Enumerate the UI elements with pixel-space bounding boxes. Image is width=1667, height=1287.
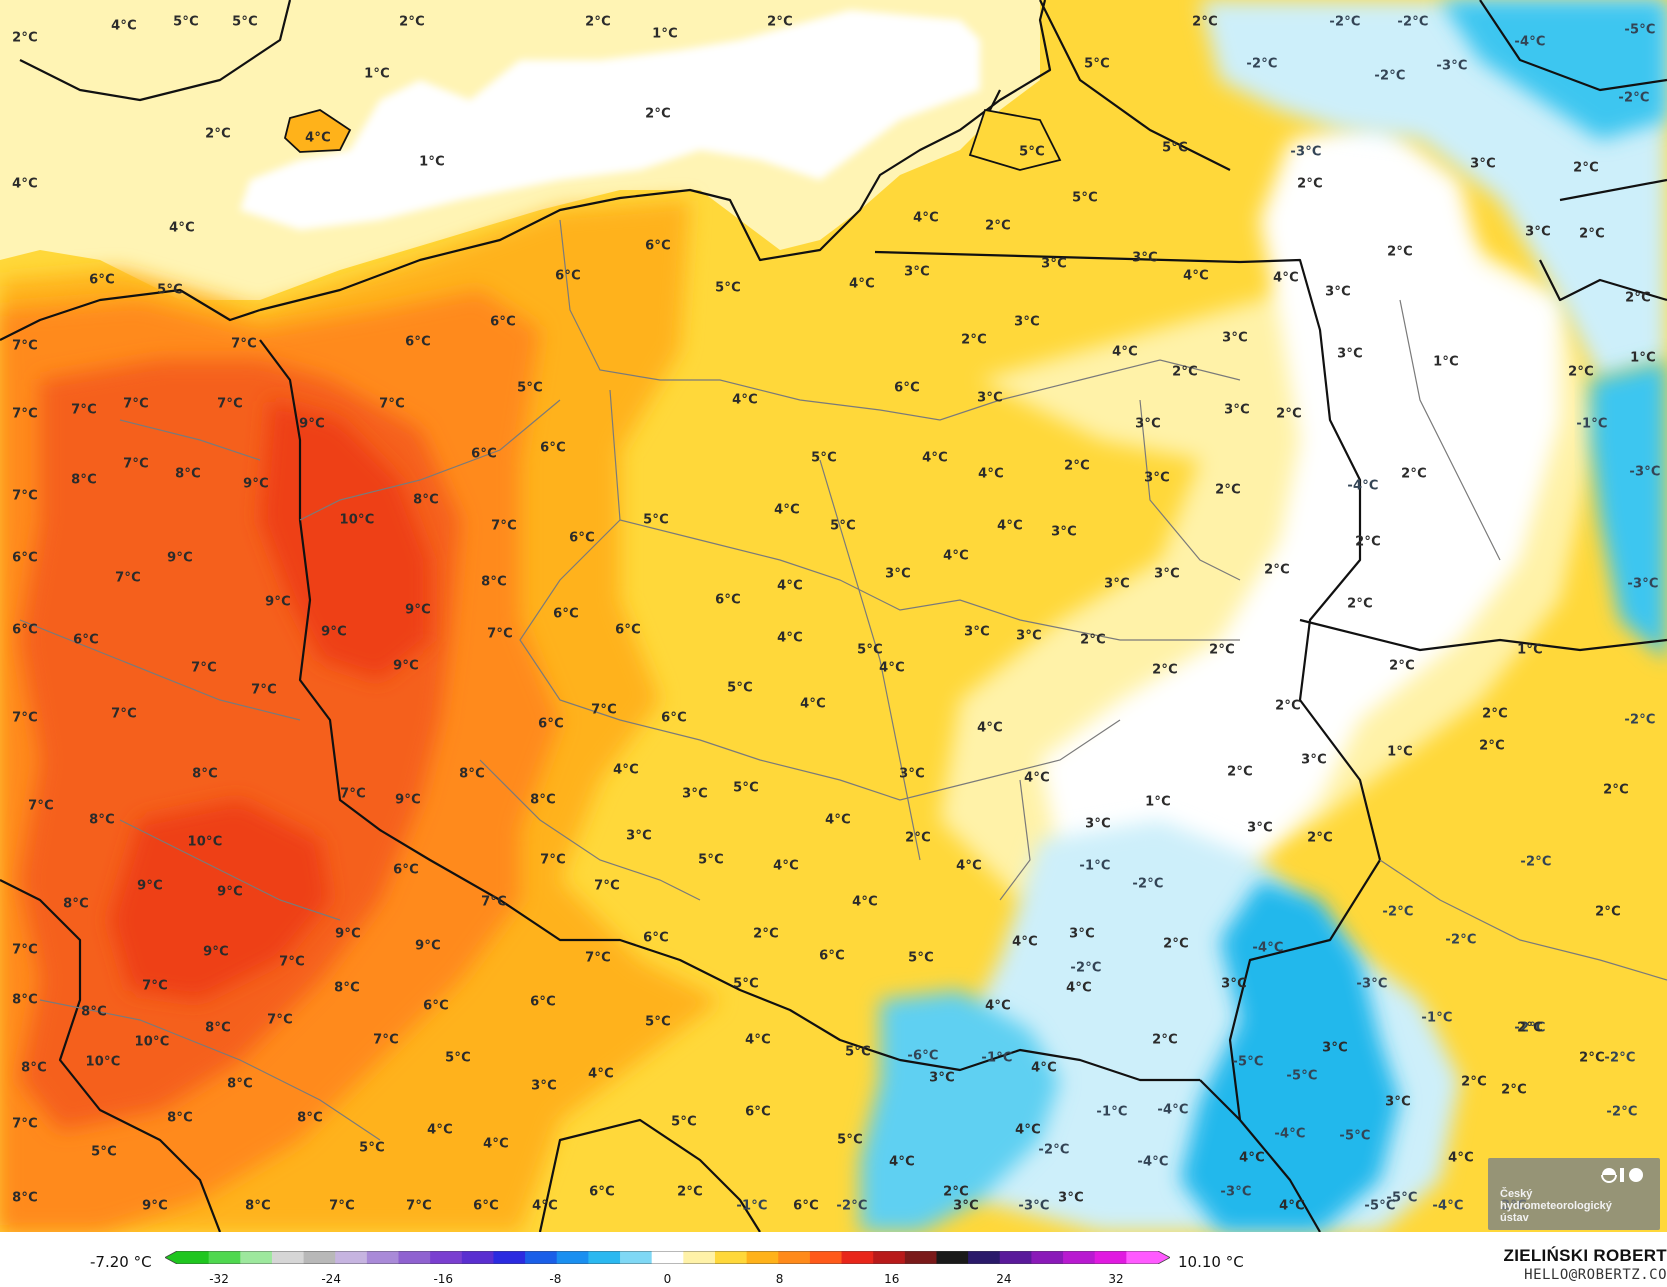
warm-core-2 [110, 800, 330, 1000]
scale-tick-label: 16 [884, 1272, 900, 1286]
cold-core-carpathians [860, 990, 1060, 1232]
cold-core-east [1590, 360, 1667, 660]
legend-min-value: -7.20 °C [90, 1253, 152, 1271]
cold-core-south [1180, 880, 1400, 1232]
scale-segment [809, 1251, 843, 1264]
chmi-logo-line3: ústav [1500, 1212, 1529, 1224]
temperature-map: 4°C 5°C 5°C 2°C 2°C 1°C 2°C 2°C -2°C -2°C -4°C -5°C… [0, 0, 1667, 1232]
sea-white-area [240, 10, 980, 230]
scale-segment [366, 1251, 400, 1264]
scale-segment [240, 1251, 273, 1264]
scale-segment [177, 1251, 210, 1264]
chmi-logo-line1: Český [1500, 1188, 1533, 1200]
author-name: ZIELIŃSKI ROBERT [1503, 1246, 1667, 1265]
temperature-field [0, 0, 1667, 1232]
scale-segment [968, 1251, 1001, 1264]
scale-segment [620, 1251, 653, 1264]
scale-tick-label: -16 [433, 1272, 454, 1286]
vistula-lagoon [968, 108, 1062, 171]
scale-tick-label: -24 [321, 1272, 341, 1286]
scale-segment [1126, 1251, 1159, 1264]
scale-segment [936, 1251, 969, 1264]
scale-segment [778, 1251, 811, 1264]
scale-arrow-left [165, 1251, 177, 1264]
scale-segment [873, 1251, 906, 1264]
scale-tick-label: -8 [549, 1272, 562, 1286]
scale-segment [493, 1251, 526, 1264]
scale-segment [588, 1251, 621, 1264]
scale-segment [525, 1251, 558, 1264]
chmi-logo-mark-icon [1601, 1168, 1643, 1183]
scale-tick-label: 32 [1108, 1272, 1124, 1286]
scale-segment [461, 1251, 495, 1264]
chmi-logo-line2: hydrometeorologický [1500, 1200, 1612, 1212]
legend-max-value: 10.10 °C [1178, 1253, 1244, 1271]
bornholm-island [283, 109, 352, 153]
author-email: HELLO@ROBERTZ.CO [1524, 1267, 1667, 1283]
scale-tick-label: -32 [209, 1272, 229, 1286]
scale-arrow-right [1158, 1251, 1170, 1264]
scale-tick-label: 0 [663, 1272, 672, 1286]
chmi-logo: Český hydrometeorologický ústav [1488, 1158, 1660, 1230]
scale-segment [271, 1251, 305, 1264]
scale-segment [651, 1251, 684, 1264]
scale-segment [430, 1251, 463, 1264]
scale-segment [999, 1251, 1033, 1264]
scale-segment [303, 1251, 336, 1264]
scale-segment [841, 1251, 874, 1264]
scale-segment [746, 1251, 779, 1264]
scale-segment [683, 1251, 716, 1264]
scale-segment [556, 1251, 589, 1264]
cold-core-northeast [1440, 0, 1667, 140]
scale-segment [1094, 1251, 1127, 1264]
zero-zone-white [1040, 120, 1560, 900]
scale-segment [335, 1251, 368, 1264]
scale-segment [1063, 1251, 1096, 1264]
color-scale-bar [165, 1251, 1170, 1264]
warm-core-1 [260, 400, 430, 680]
scale-segment [398, 1251, 431, 1264]
scale-segment [714, 1251, 748, 1264]
scale-segment [208, 1251, 241, 1264]
region-borders [19, 219, 1667, 1141]
scale-segment [1031, 1251, 1064, 1264]
scale-segment [904, 1251, 938, 1264]
scale-tick-label: 24 [996, 1272, 1012, 1286]
scale-tick-label: 8 [775, 1272, 784, 1286]
